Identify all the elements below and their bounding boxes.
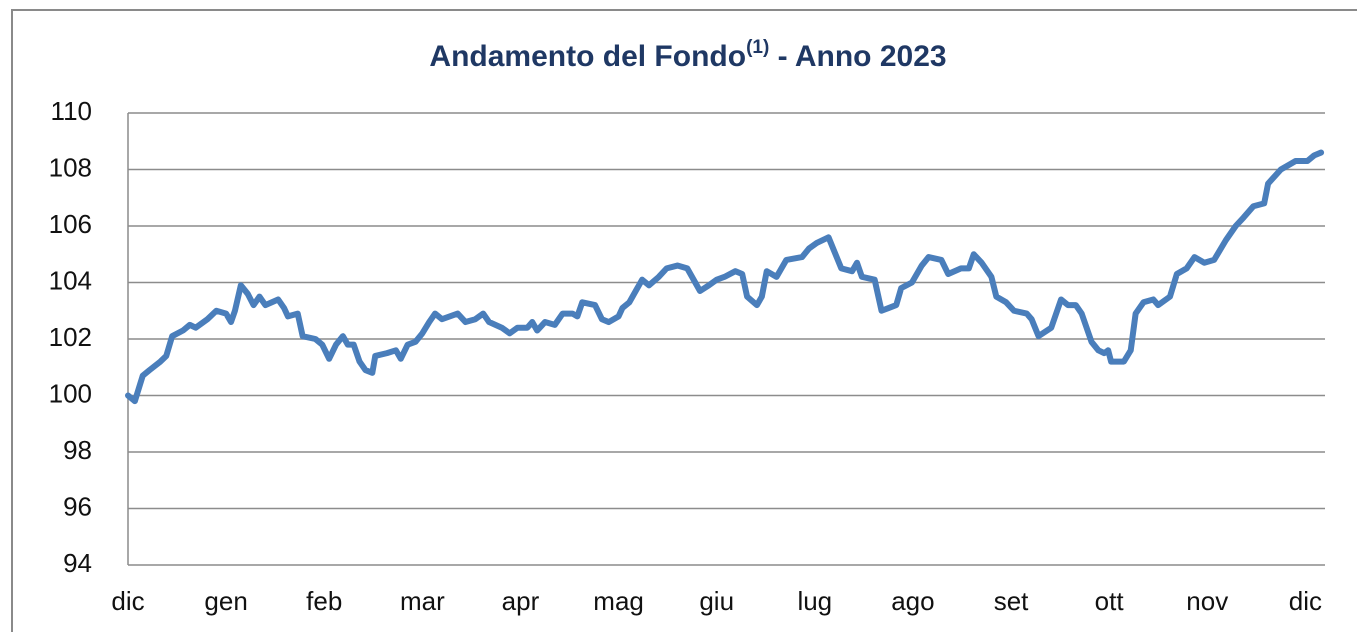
y-tick-label: 100 <box>49 378 92 408</box>
x-tick-label: mar <box>400 586 445 616</box>
x-tick-label: nov <box>1186 586 1228 616</box>
y-tick-label: 110 <box>51 96 92 126</box>
x-tick-label: lug <box>797 586 832 616</box>
x-tick-label: giu <box>699 586 734 616</box>
x-tick-label: set <box>994 586 1029 616</box>
x-tick-label: feb <box>306 586 342 616</box>
x-tick-label: dic <box>1289 586 1322 616</box>
x-tick-label: ago <box>891 586 934 616</box>
x-tick-label: gen <box>204 586 247 616</box>
x-tick-label: ott <box>1095 586 1125 616</box>
chart-title: Andamento del Fondo(1) - Anno 2023 <box>429 37 946 73</box>
y-tick-label: 106 <box>49 209 92 239</box>
chart-frame <box>11 9 1357 632</box>
x-tick-label: dic <box>111 586 144 616</box>
line-series <box>125 149 1325 405</box>
title-note: (1) <box>746 37 769 58</box>
y-tick-label: 94 <box>63 548 92 578</box>
x-tick-label: mag <box>593 586 644 616</box>
x-tick-label: apr <box>502 586 540 616</box>
title-end: - Anno 2023 <box>769 40 946 73</box>
y-tick-label: 98 <box>63 435 92 465</box>
y-tick-label: 104 <box>49 265 92 295</box>
y-tick-label: 108 <box>49 152 92 182</box>
y-tick-label: 96 <box>63 491 92 521</box>
y-tick-label: 102 <box>49 322 92 352</box>
title-main: Andamento del Fondo <box>429 40 746 73</box>
